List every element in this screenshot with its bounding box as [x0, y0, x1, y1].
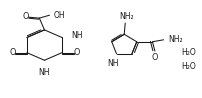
Text: NH: NH — [71, 31, 83, 40]
Text: NH₂: NH₂ — [119, 12, 134, 21]
Text: OH: OH — [54, 11, 66, 20]
Text: O: O — [152, 53, 158, 62]
Text: H₂O: H₂O — [181, 48, 196, 57]
Text: O: O — [23, 12, 29, 21]
Text: NH₂: NH₂ — [169, 35, 183, 44]
Text: H₂O: H₂O — [181, 62, 196, 71]
Text: NH: NH — [108, 59, 119, 68]
Text: O: O — [9, 48, 16, 57]
Text: NH: NH — [39, 68, 50, 77]
Text: O: O — [73, 48, 80, 57]
